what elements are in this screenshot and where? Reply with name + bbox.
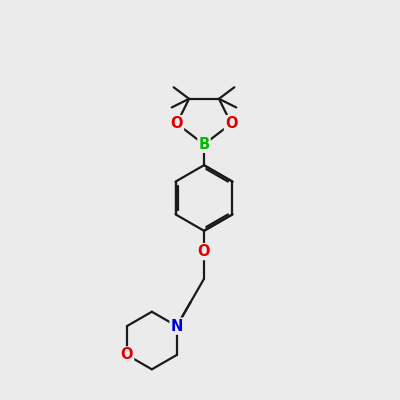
Text: O: O bbox=[198, 244, 210, 259]
Text: O: O bbox=[170, 116, 183, 131]
Text: O: O bbox=[225, 116, 238, 131]
Text: N: N bbox=[171, 319, 183, 334]
Text: O: O bbox=[121, 348, 133, 362]
Text: B: B bbox=[198, 137, 210, 152]
